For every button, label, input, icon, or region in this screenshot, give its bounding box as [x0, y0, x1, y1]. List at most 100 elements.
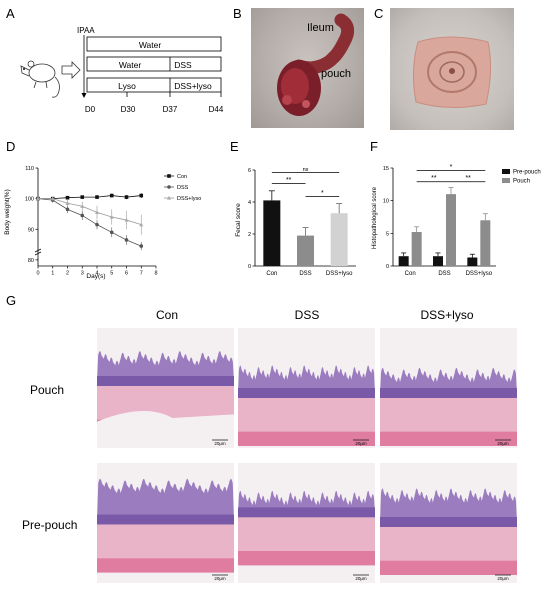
chart-d-point: [109, 230, 114, 235]
histology-submucosa: [380, 398, 517, 432]
histology-crypt-band: [380, 388, 517, 398]
hollow-arrow-icon: [61, 61, 81, 79]
col-label-con: Con: [155, 308, 178, 322]
chart-d-y-tick-label: 90: [28, 227, 34, 233]
chart-e-y-tick-label: 4: [248, 200, 251, 206]
chart-d-point: [124, 238, 129, 242]
chart-d-x-tick-label: 4: [95, 271, 98, 277]
histology-lumen: [97, 411, 234, 448]
chart-e-significance-label: **: [286, 177, 292, 184]
chart-d-point: [109, 214, 114, 219]
chart-d-point: [65, 201, 70, 205]
chart-d-xlabel: Day(s): [86, 273, 105, 280]
chart-e-bar: [330, 213, 348, 266]
ileum-label: Ileum: [307, 22, 334, 34]
histology-mucosa: [238, 365, 375, 394]
chart-d-point: [124, 195, 129, 199]
chart-e-category-label: Con: [266, 271, 277, 277]
histology-scale-label: 20μm: [355, 576, 367, 581]
histology-muscle-layer: [97, 558, 234, 573]
chart-d-y-tick-label: 110: [25, 166, 34, 172]
panel-letter-g: G: [6, 293, 17, 308]
chart-d-point: [95, 210, 99, 215]
chart-d-point: [80, 195, 85, 199]
histology-crypt-band: [97, 514, 234, 525]
row-label-pouch: Pouch: [30, 383, 65, 397]
opened-pouch-photo: [390, 8, 514, 130]
row-label-pre-pouch: Pre-pouch: [22, 518, 78, 532]
histology-muscle-layer: [380, 560, 517, 575]
chart-d-legend-label: Con: [177, 174, 187, 180]
timepoint-d37: D37: [163, 105, 178, 114]
chart-d-point: [95, 222, 99, 227]
chart-d-series-line: [38, 198, 142, 226]
chart-d-point: [65, 195, 70, 200]
chart-e-bar: [263, 200, 281, 266]
histology-scale-label: 20μm: [355, 441, 367, 446]
chart-d-x-tick-label: 6: [125, 271, 128, 277]
chart-d-point: [36, 196, 40, 201]
chart-e-bar: [297, 235, 314, 266]
histology-scale-label: 20μm: [497, 441, 509, 446]
box3-left-label: Lyso: [118, 81, 136, 91]
chart-f-legend-label: Pouch: [513, 179, 530, 185]
histology-muscle-layer: [238, 431, 375, 446]
histology-muscle-layer: [238, 551, 375, 566]
chart-f-histopathological-score: 0 5 10 15 Con DSS DSS+lyso Histopathological …: [372, 164, 541, 277]
timepoint-d44: D44: [209, 105, 224, 114]
chart-d-point: [109, 193, 114, 198]
histology-mucosa: [380, 367, 517, 394]
chart-e-y-tick-label: 2: [248, 232, 251, 238]
box2-left-label: Water: [119, 60, 142, 70]
histology-pouch-dss-lyso: 20μm: [380, 328, 517, 448]
panel-letter-e: E: [230, 139, 239, 154]
chart-f-category-label: DSS+lyso: [466, 271, 493, 277]
chart-e-ylabel: Fecal score: [235, 203, 242, 237]
schematic-diagram: IPAA Water Water DSS Lyso DSS+lyso D0 D3…: [20, 26, 224, 114]
chart-d-y-tick-label: 80: [28, 258, 34, 264]
chart-f-bar: [433, 256, 443, 266]
panel-letter-f: F: [370, 139, 378, 154]
chart-d-legend-marker: [167, 174, 171, 178]
chart-f-y-tick-label: 15: [383, 166, 389, 172]
chart-d-point: [95, 195, 99, 199]
chart-d-ylabel: Body weight(%): [4, 189, 11, 235]
histology-crypt-band: [238, 388, 375, 398]
chart-d-x-tick-label: 7: [140, 271, 143, 277]
chart-e-y-tick-label: 6: [248, 168, 251, 174]
box-water-dss: [86, 56, 222, 72]
chart-f-significance-label: **: [431, 175, 437, 182]
histology-submucosa: [380, 527, 517, 561]
chart-f-ylabel: Histopathological score: [372, 186, 378, 249]
timepoint-d0: D0: [85, 105, 96, 114]
chart-f-category-label: DSS: [438, 271, 450, 277]
col-label-dss: DSS: [294, 308, 320, 322]
histology-muscle-layer: [380, 431, 517, 446]
box1-label: Water: [139, 40, 162, 50]
chart-d-body-weight: 0 1 2 3 4 5 6 7 8 80 90 100 110 Day(s) Body weight(%…: [4, 166, 201, 280]
chart-d-point: [124, 217, 129, 222]
histology-submucosa: [238, 517, 375, 551]
box-lyso-dss: [86, 77, 222, 93]
chart-d-x-tick-label: 2: [66, 271, 69, 277]
histology-submucosa: [238, 398, 375, 432]
histology-crypt-band: [97, 376, 234, 386]
pouch-specimen-photo: Ileum pouch: [251, 8, 364, 128]
chart-f-y-tick-label: 0: [386, 264, 389, 270]
histology-crypt-band: [238, 507, 375, 518]
histology-mucosa: [380, 488, 517, 523]
col-label-dss-lyso: DSS+lyso: [420, 308, 474, 322]
ipaa-label: IPAA: [77, 26, 95, 35]
chart-d-legend-marker: [167, 195, 171, 200]
histology-prepouch-con: 20μm: [97, 463, 234, 583]
chart-f-significance-label: *: [450, 164, 453, 171]
chart-f-bar: [467, 257, 478, 266]
histology-submucosa: [97, 524, 234, 559]
histology-scale-label: 20μm: [214, 441, 226, 446]
chart-d-x-tick-label: 3: [81, 271, 84, 277]
panel-letter-d: D: [6, 139, 16, 154]
chart-d-x-tick-label: 5: [110, 271, 113, 277]
chart-d-x-tick-label: 1: [51, 271, 54, 277]
chart-e-y-tick-label: 0: [248, 264, 251, 270]
